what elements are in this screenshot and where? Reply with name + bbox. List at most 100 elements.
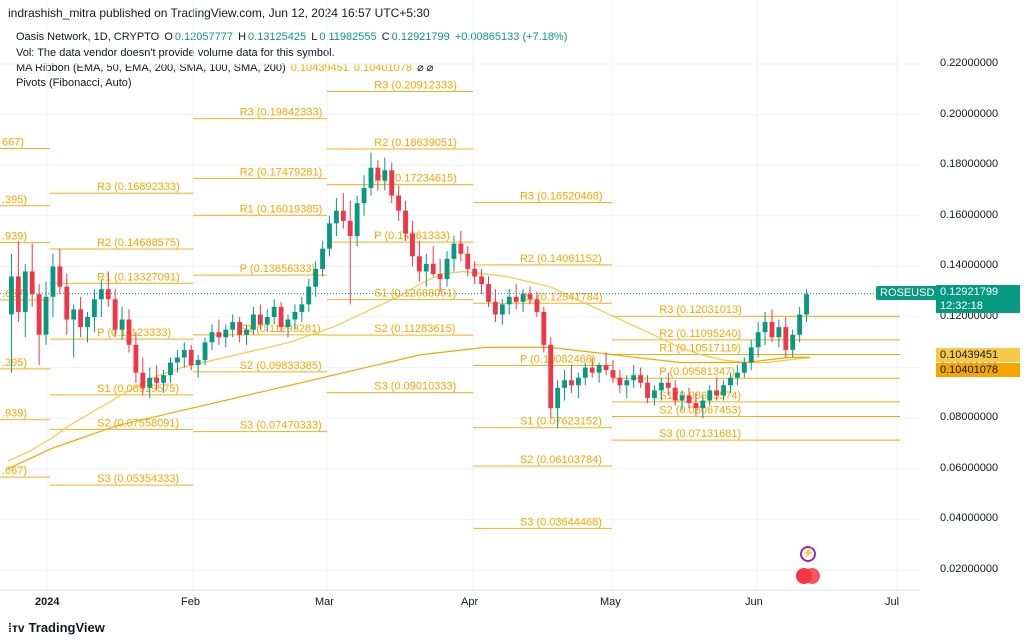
price-tick-label: 0.02000000 xyxy=(940,563,999,575)
candle-body xyxy=(216,332,222,338)
candle-body xyxy=(278,306,284,328)
lightning-event-icon[interactable]: ⚡ xyxy=(800,546,816,562)
candle-body xyxy=(513,296,519,302)
ma2-tag: 0.10401078 xyxy=(936,363,1020,377)
high-value: 0.13125425 xyxy=(248,31,307,43)
candle-body xyxy=(264,317,270,325)
date-tick-label: Jul xyxy=(885,596,900,608)
candle-body xyxy=(327,223,332,249)
candle-body xyxy=(527,294,533,300)
price-chart[interactable]: 667) .395) .939) .667) .395) .939) .667) R3 (0.… xyxy=(0,0,1024,600)
candle-body xyxy=(98,289,104,300)
ticker-tag: ROSEUSD xyxy=(876,286,939,300)
candle-body xyxy=(728,377,733,386)
pivot-label: R3 (0.20912333) xyxy=(374,80,457,92)
candle-body xyxy=(57,266,63,287)
candle-body xyxy=(700,400,706,409)
pivot-label: .395) xyxy=(2,357,27,369)
candle-body xyxy=(313,268,319,287)
candle-body xyxy=(78,309,84,328)
close-value: 0.12921799 xyxy=(391,31,450,43)
pivot-label: S1 (0.12688051) xyxy=(374,288,456,300)
candle-body xyxy=(15,276,21,312)
pivot-label: S2 (0.11283615) xyxy=(374,323,455,335)
pivot-label: P (0.09581347) xyxy=(659,366,735,378)
candle-body xyxy=(638,375,644,383)
candle-body xyxy=(251,314,256,330)
pivot-label: R2 (0.14061152) xyxy=(520,253,602,265)
candle-body xyxy=(493,301,498,315)
candle-body xyxy=(776,327,782,338)
pivots-legend: Pivots (Fibonacci, Auto) xyxy=(16,77,132,89)
open-label: O xyxy=(164,31,173,43)
candle-body xyxy=(486,284,491,302)
candle-body xyxy=(631,375,637,381)
candle-body xyxy=(783,327,789,350)
pivot-label: R3 (0.16892333) xyxy=(97,181,180,193)
candle-body xyxy=(582,367,588,378)
candle-body xyxy=(161,375,166,383)
pivot-label: S3 (0.03644468) xyxy=(520,516,602,528)
price-tick-label: 0.18000000 xyxy=(940,158,999,171)
eye-off-icon[interactable]: ⌀ ⌀ xyxy=(417,62,434,74)
candle-body xyxy=(22,271,28,312)
candle-body xyxy=(382,170,388,181)
candle-body xyxy=(755,332,761,348)
candle-body xyxy=(188,349,194,366)
candle-body xyxy=(769,322,775,338)
candle-body xyxy=(506,296,512,305)
candle-body xyxy=(472,268,478,277)
last-price-tag: 0.12921799 xyxy=(936,285,1020,299)
candle-body xyxy=(534,299,540,312)
candle-body xyxy=(575,377,581,386)
candle-body xyxy=(181,349,187,358)
pivot-label: 667) xyxy=(2,137,24,149)
candle-body xyxy=(9,276,14,315)
pivot-label: S1 (0.08919575) xyxy=(97,383,179,395)
price-tick-label: 0.16000000 xyxy=(940,208,999,221)
pivot-label: .395) xyxy=(2,194,27,206)
pivot-label: P (0.13656333) xyxy=(240,263,316,275)
candlestick-series xyxy=(9,152,809,429)
candle-body xyxy=(804,294,809,315)
candle-body xyxy=(672,387,678,401)
candle-body xyxy=(147,377,153,388)
candle-body xyxy=(652,390,657,398)
candle-body xyxy=(403,210,408,234)
candle-body xyxy=(223,329,229,338)
ma1-tag: 0.10439451 xyxy=(936,348,1020,362)
date-tick-label: Jun xyxy=(745,596,763,608)
candle-body xyxy=(479,276,485,285)
candle-body xyxy=(306,286,312,305)
price-tick-label: 0.08000000 xyxy=(940,411,999,424)
pivot-label: S2 (0.07558091) xyxy=(97,417,179,429)
candle-body xyxy=(71,309,77,320)
low-label: L xyxy=(311,31,318,43)
date-tick-label: Mar xyxy=(315,596,334,608)
footer-brand: ⁞ᴛᴠ TradingView xyxy=(8,620,105,635)
candle-body xyxy=(444,258,450,280)
candle-body xyxy=(361,187,367,204)
low-value: 0.11982555 xyxy=(319,31,377,43)
candle-body xyxy=(50,266,56,297)
candle-body xyxy=(721,385,726,396)
candle-body xyxy=(237,322,243,335)
candle-body xyxy=(202,342,208,361)
pivot-label: S2 (0.06103784) xyxy=(520,454,602,466)
pivot-label: P (0.11123333) xyxy=(97,327,171,339)
volume-note: Vol: The data vendor doesn't provide vol… xyxy=(16,47,335,59)
candle-body xyxy=(209,332,215,343)
candle-body xyxy=(555,387,561,409)
countdown-tag: 12:32:18 xyxy=(936,299,1020,313)
us-flag-event-icon-2[interactable] xyxy=(804,568,820,584)
candle-body xyxy=(714,390,720,396)
pivot-label: R2 (0.17479281) xyxy=(240,166,323,178)
chart-grid xyxy=(0,0,920,591)
price-tick-label: 0.14000000 xyxy=(940,259,999,272)
ma-ribbon-legend: MA Ribbon (EMA, 50, EMA, 200, SMA, 100, … xyxy=(16,61,435,76)
candle-body xyxy=(119,319,125,330)
pivot-label: S3 (0.09010333) xyxy=(374,381,456,393)
candle-body xyxy=(299,304,305,312)
candle-body xyxy=(105,289,111,300)
candle-body xyxy=(333,210,339,224)
